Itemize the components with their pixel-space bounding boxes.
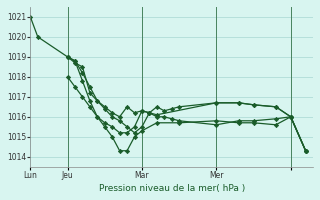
X-axis label: Pression niveau de la mer( hPa ): Pression niveau de la mer( hPa ) <box>99 184 245 193</box>
